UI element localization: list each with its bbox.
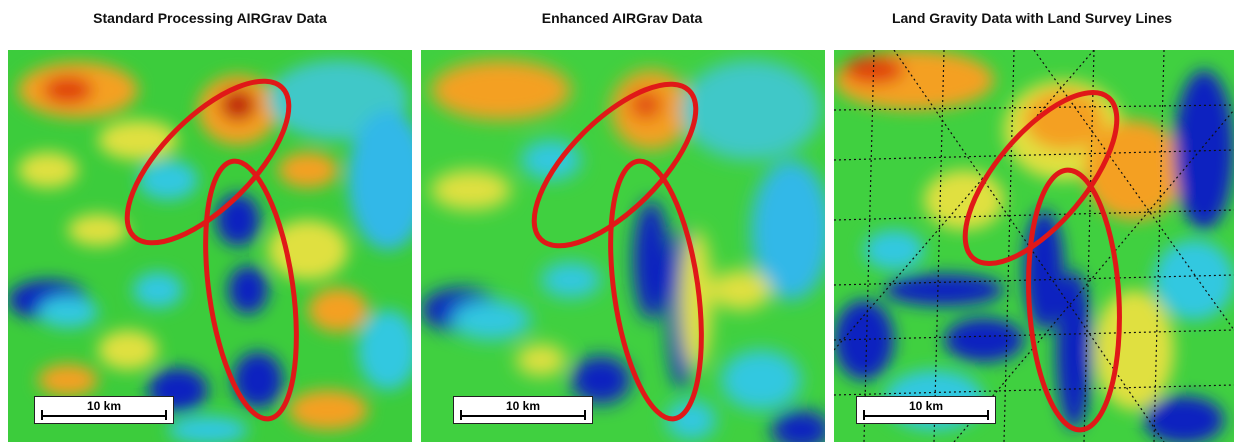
highlight-ellipse-north [962,90,1120,266]
survey-lines [834,50,1234,442]
scale-bar: 10 km [856,396,996,424]
highlight-ellipse-south [608,158,704,422]
scale-bar-label: 10 km [505,399,541,413]
scale-bar-label: 10 km [908,399,944,413]
map-enhanced-svg [421,50,825,442]
highlight-ellipse-north [531,81,699,249]
panel-title-standard: Standard Processing AIRGrav Data [93,10,327,26]
highlight-ellipse-south [203,158,299,422]
scale-bar: 10 km [34,396,174,424]
panel-title-land: Land Gravity Data with Land Survey Lines [891,10,1173,26]
highlight-ellipse-south [1026,167,1122,433]
scale-bar: 10 km [453,396,593,424]
scale-bar-label: 10 km [86,399,122,413]
map-enhanced-airgrav: 10 km [421,50,825,442]
highlight-ellipse-north [124,78,292,246]
map-standard-svg [8,50,412,442]
map-land-svg [834,50,1234,442]
map-land-gravity: 10 km [834,50,1234,442]
panel-title-enhanced: Enhanced AIRGrav Data [541,10,703,26]
map-standard-airgrav: 10 km [8,50,412,442]
